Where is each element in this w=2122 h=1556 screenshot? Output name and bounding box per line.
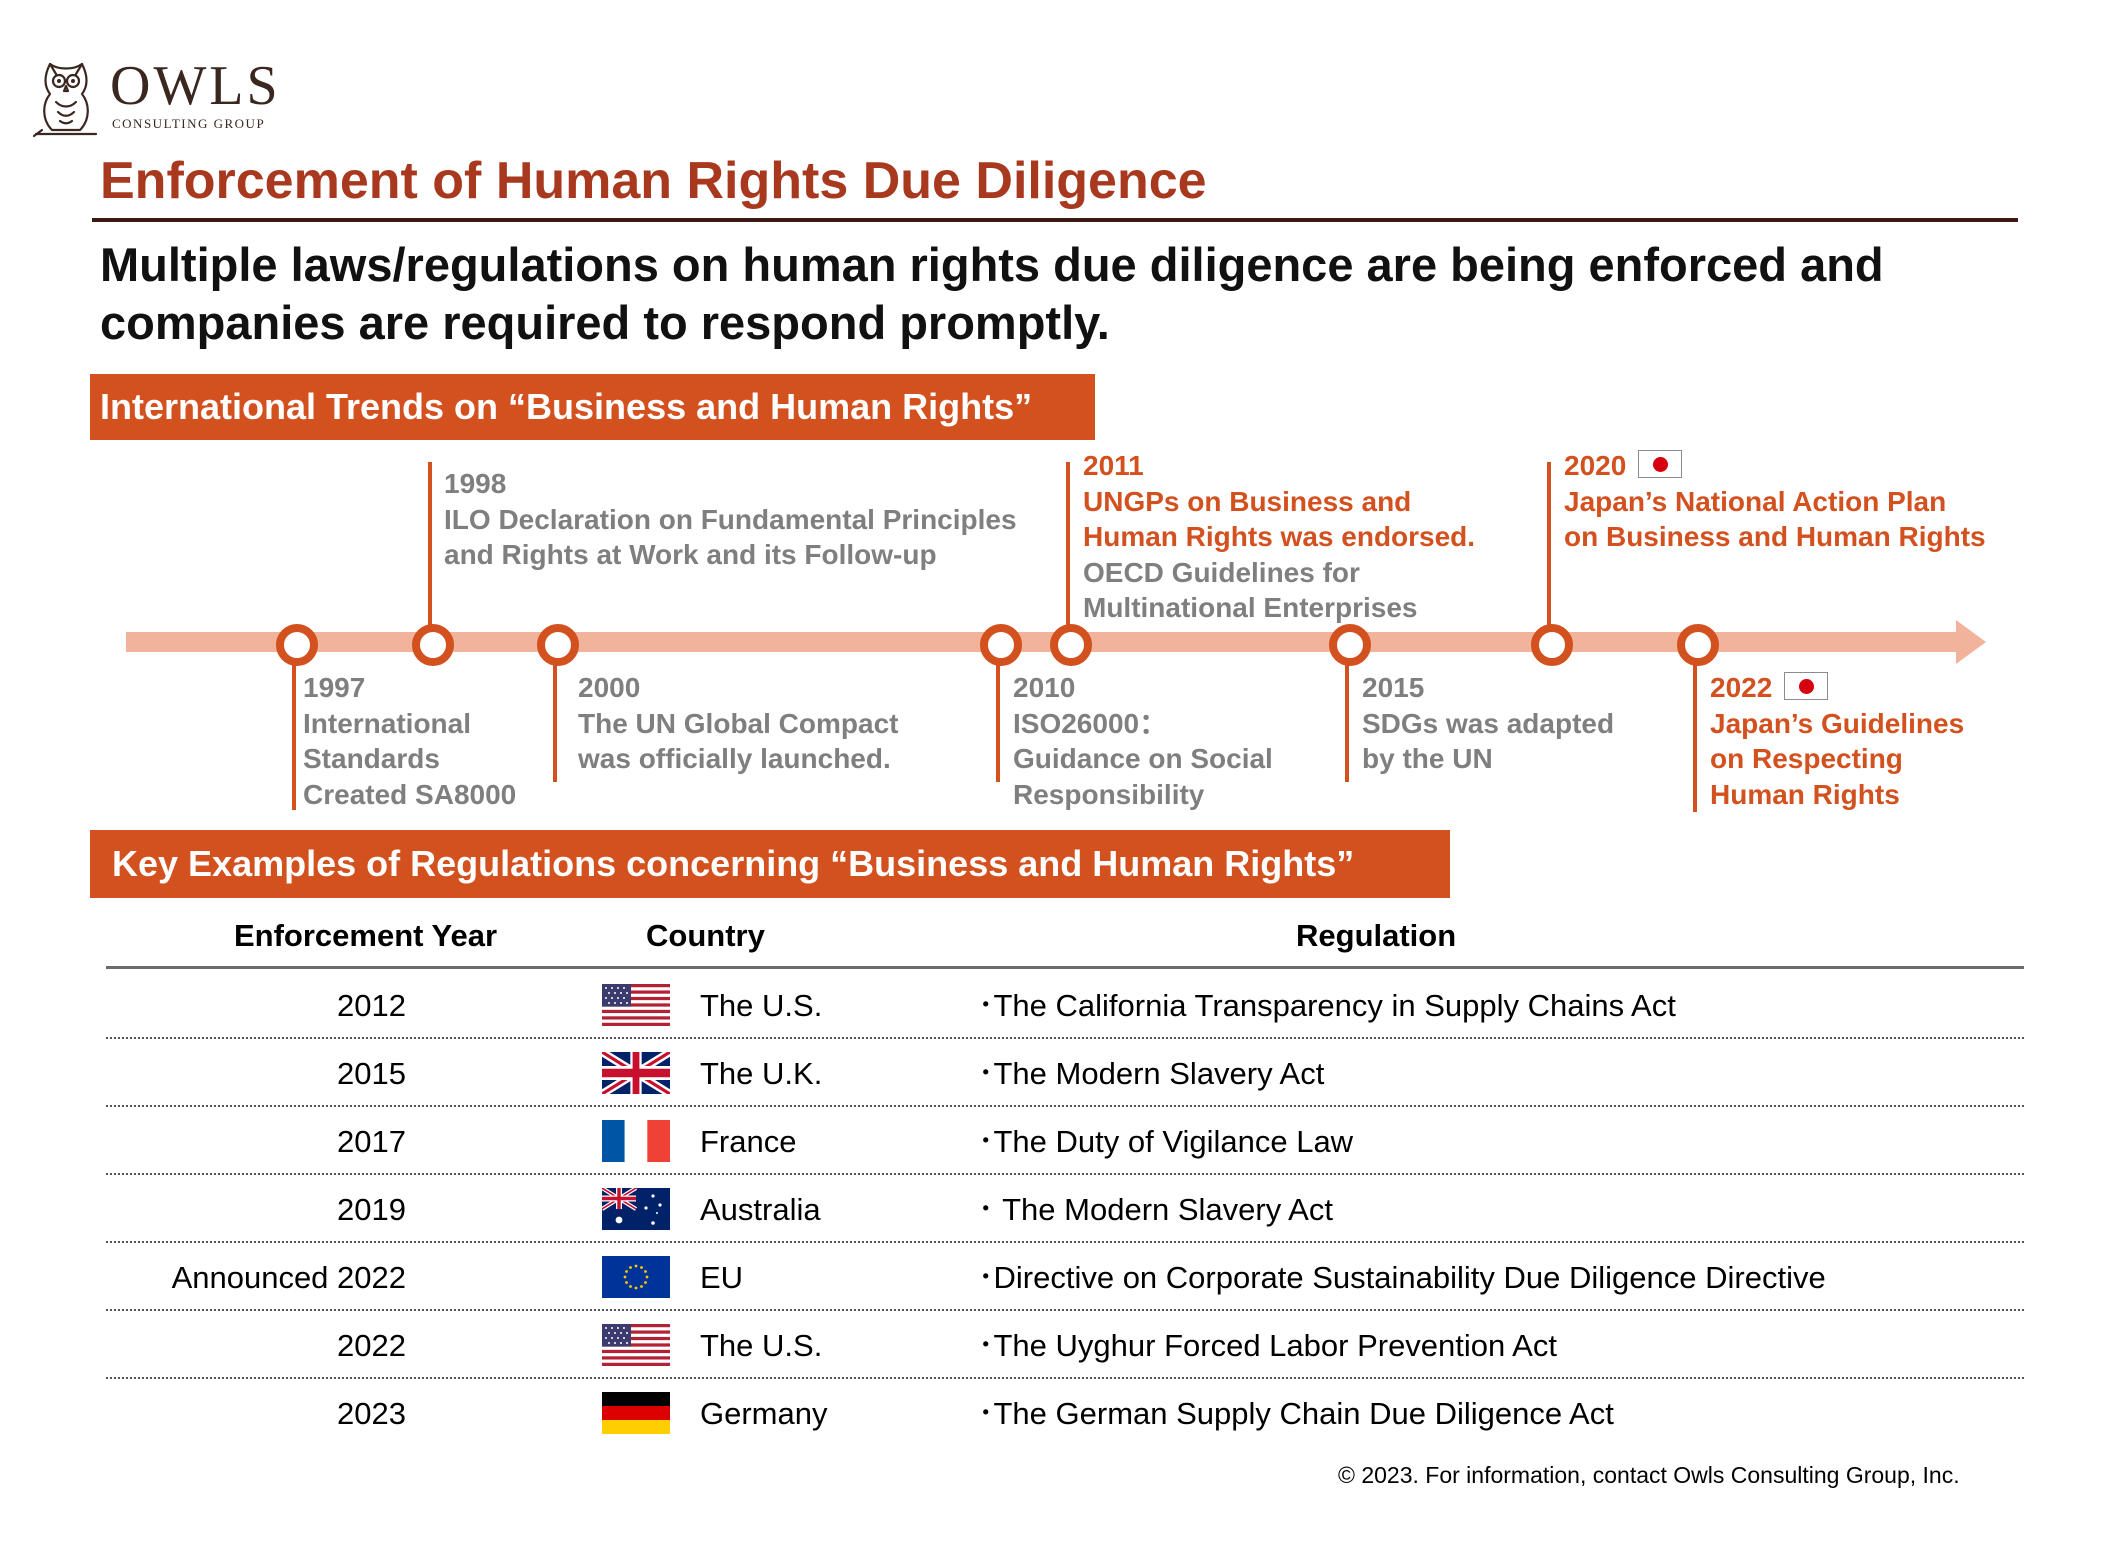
japan-flag-icon: [1784, 672, 1829, 700]
logo-tagline: CONSULTING GROUP: [112, 116, 266, 131]
timeline-stem-2015: [1345, 642, 1349, 782]
germany-flag-icon: [602, 1392, 670, 1434]
table-row-year: 2012: [337, 988, 406, 1023]
japan-flag-icon: [1638, 450, 1683, 478]
row-divider: [106, 1173, 2024, 1175]
table-row-country: France: [700, 1124, 797, 1159]
page-title: Enforcement of Human Rights Due Diligenc…: [100, 152, 1207, 210]
timeline-event-1998: 1998 ILO Declaration on Fundamental Prin…: [444, 468, 1017, 570]
logo-wordmark: OWLS: [110, 55, 281, 117]
timeline-event-2022: 2022 Japan’s Guidelines on Respecting Hu…: [1710, 672, 1965, 810]
table-row-regulation: ･The Modern Slavery Act: [978, 1056, 1325, 1091]
footer-copyright: © 2023. For information, contact Owls Co…: [1338, 1462, 1960, 1488]
table-header-rule: [106, 966, 2024, 969]
timeline-stem-2000: [553, 642, 557, 782]
table-row-country: The U.K.: [700, 1056, 823, 1091]
row-divider: [106, 1377, 2024, 1379]
table-row-regulation: ･The California Transparency in Supply C…: [978, 988, 1676, 1023]
timeline-node-2011: [1050, 624, 1092, 666]
us-flag-icon: [602, 984, 670, 1026]
timeline-node-1998: [412, 624, 454, 666]
row-divider: [106, 1241, 2024, 1243]
table-row-country: EU: [700, 1260, 744, 1295]
table-row-country: The U.S.: [700, 1328, 823, 1363]
column-header-country: Country: [646, 918, 765, 953]
timeline-event-2020: 2020 Japan’s National Action Plan on Bus…: [1564, 450, 1986, 552]
table-row-regulation: ･The Uyghur Forced Labor Prevention Act: [978, 1328, 1557, 1363]
row-divider: [106, 1037, 2024, 1039]
timeline-node-2000: [537, 624, 579, 666]
column-header-enforcement-year: Enforcement Year: [234, 918, 498, 953]
table-row-country: The U.S.: [700, 988, 823, 1023]
timeline-arrow: [126, 620, 1986, 664]
australia-flag-icon: [602, 1188, 670, 1230]
column-header-regulation: Regulation: [1296, 918, 1457, 953]
timeline-stem-2011: [1066, 462, 1070, 642]
timeline-stem-2022: [1693, 642, 1697, 812]
table-row-year: 2015: [337, 1056, 406, 1091]
section-header-key-examples: Key Examples of Regulations concerning “…: [90, 830, 1450, 898]
table-row-regulation: ･The Duty of Vigilance Law: [978, 1124, 1354, 1159]
table-row-country: Germany: [700, 1396, 828, 1431]
row-divider: [106, 1309, 2024, 1311]
table-row-year: 2017: [337, 1124, 406, 1159]
timeline-event-2010: 2010 ISO26000： Guidance on Social Respon…: [1013, 672, 1273, 810]
timeline-event-2011: 2011 UNGPs on Business and Human Rights …: [1083, 450, 1476, 623]
timeline-event-1997: 1997 International Standards Created SA8…: [303, 672, 517, 810]
title-divider: [92, 218, 2018, 222]
timeline-node-2022: [1677, 624, 1719, 666]
table-row-year: 2019: [337, 1192, 406, 1227]
table-row-year: Announced 2022: [171, 1260, 406, 1295]
table-row-year: 2023: [337, 1396, 406, 1431]
timeline-node-2010: [980, 624, 1022, 666]
table-row-regulation: ･Directive on Corporate Sustainability D…: [978, 1260, 1826, 1295]
timeline-stem-1997: [292, 642, 296, 810]
table-row-country: Australia: [700, 1192, 821, 1227]
table-row-regulation: ･The German Supply Chain Due Diligence A…: [978, 1396, 1614, 1431]
timeline-stem-1998: [428, 462, 432, 642]
us-flag-icon: [602, 1324, 670, 1366]
timeline-stem-2010: [996, 642, 1000, 782]
timeline-node-2015: [1329, 624, 1371, 666]
row-divider: [106, 1105, 2024, 1107]
uk-flag-icon: [602, 1052, 670, 1094]
timeline-event-2000: 2000 The UN Global Compact was officiall…: [578, 672, 899, 774]
section-header-international-trends: International Trends on “Business and Hu…: [90, 374, 1095, 440]
timeline-node-1997: [276, 624, 318, 666]
table-row-year: 2022: [337, 1328, 406, 1363]
france-flag-icon: [602, 1120, 670, 1162]
timeline-stem-2020: [1547, 462, 1551, 642]
timeline-event-2015: 2015 SDGs was adapted by the UN: [1362, 672, 1615, 774]
timeline-node-2020: [1531, 624, 1573, 666]
eu-flag-icon: [602, 1256, 670, 1298]
table-row-regulation: ･ The Modern Slavery Act: [978, 1192, 1333, 1227]
owl-icon: [32, 62, 98, 138]
lead-text: Multiple laws/regulations on human right…: [100, 238, 1884, 349]
